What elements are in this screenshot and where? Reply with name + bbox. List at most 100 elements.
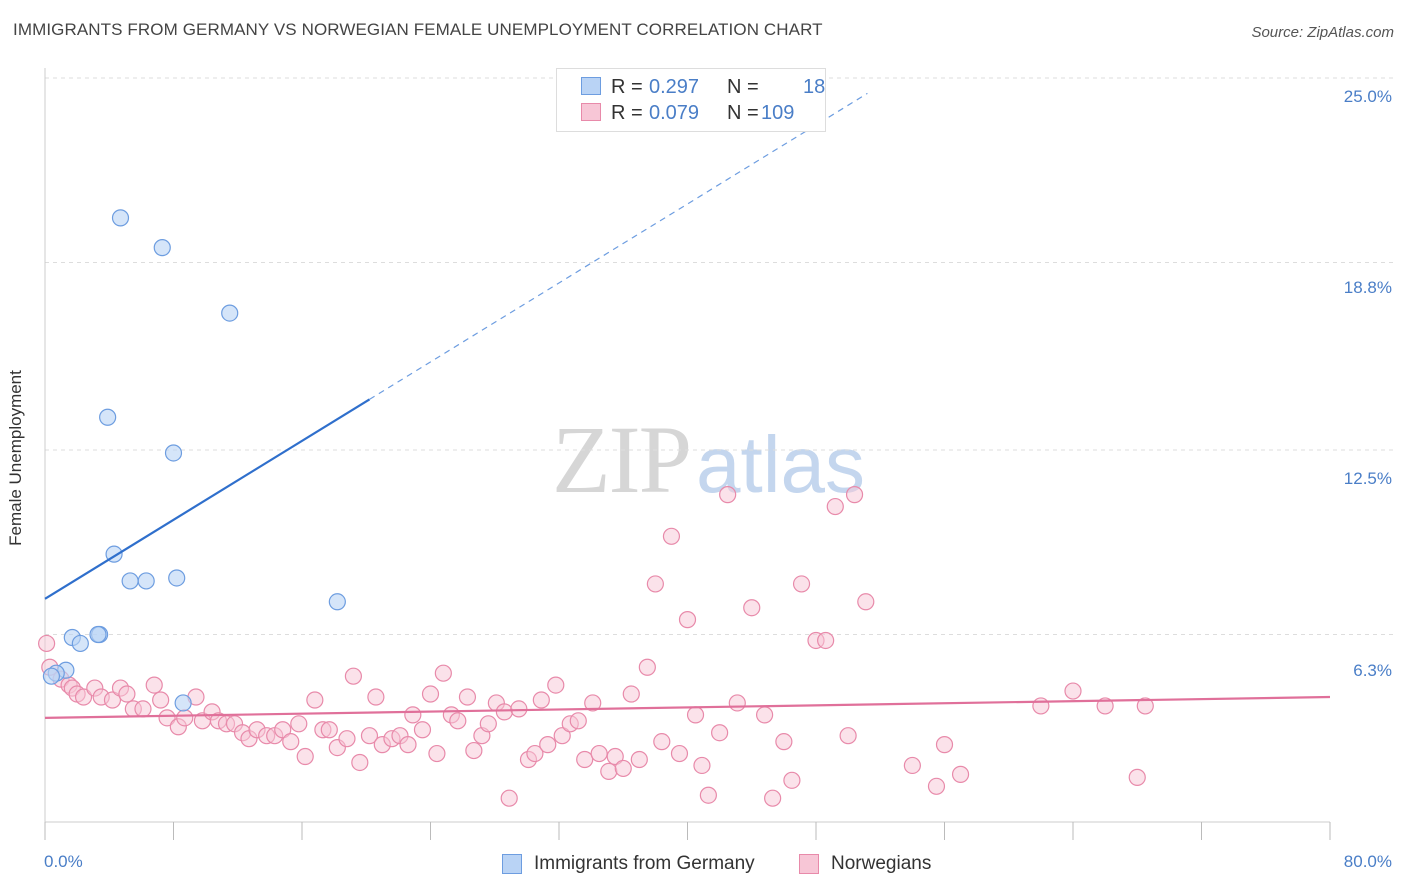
germany-point-8: [168, 569, 186, 587]
blue-swatch: [502, 854, 522, 874]
y-axis-label: Female Unemployment: [6, 370, 25, 546]
norwegians-point-86: [699, 786, 717, 804]
r-label: R =: [611, 76, 643, 98]
watermark-zip: ZIP: [552, 406, 692, 513]
germany-trend-line-dashed: [369, 92, 868, 400]
norwegians-point-83: [678, 611, 697, 629]
norwegians-point-16: [158, 709, 176, 727]
germany-point-0: [111, 209, 130, 227]
norwegians-point-109: [1128, 768, 1146, 786]
norwegians-point-82: [670, 744, 689, 763]
legend-label-germany: Immigrants from Germany: [534, 853, 755, 874]
germany-point-4: [164, 444, 183, 462]
zipatlas-watermark: ZIPatlas: [552, 404, 865, 515]
r-value: 0.079: [649, 102, 700, 124]
norwegians-point-54: [458, 688, 477, 706]
norwegians-trend-line: [44, 695, 1331, 719]
norwegians-point-34: [306, 691, 324, 709]
germany-point-6: [121, 572, 139, 590]
norwegians-point-64: [532, 691, 550, 709]
norwegians-point-78: [638, 658, 656, 676]
germany-point-7: [137, 572, 155, 590]
x-tick-min: 0.0%: [44, 852, 83, 871]
norwegians-point-31: [282, 733, 300, 751]
y-tick-12-5: 12.5%: [1343, 469, 1392, 488]
series-legend: Immigrants from Germany Norwegians: [0, 852, 1406, 878]
norwegians-point-72: [590, 744, 608, 763]
germany-point-1: [153, 239, 171, 257]
norwegians-point-13: [134, 700, 152, 718]
norwegians-point-59: [495, 703, 513, 721]
axis-layer: [44, 68, 1331, 840]
norwegians-point-88: [719, 486, 737, 504]
norwegians-point-107: [1064, 682, 1082, 700]
norwegians-point-102: [903, 756, 921, 775]
n-value: 109: [761, 102, 795, 124]
norwegians-point-46: [399, 736, 417, 754]
norwegians-point-81: [662, 527, 681, 545]
norwegians-point-51: [434, 664, 452, 682]
blue-swatch: [581, 77, 601, 95]
chart-title: IMMIGRANTS FROM GERMANY VS NORWEGIAN FEM…: [13, 20, 823, 39]
norwegians-point-94: [783, 771, 801, 789]
norwegians-point-48: [413, 721, 432, 739]
pink-swatch: [581, 103, 601, 121]
norwegians-point-77: [630, 750, 648, 769]
germany-points: [42, 209, 346, 712]
norwegians-point-106: [1032, 697, 1050, 715]
germany-point-9: [328, 593, 346, 611]
germany-point-3: [99, 408, 117, 426]
norwegians-point-99: [839, 727, 857, 745]
norwegians-point-67: [553, 727, 571, 745]
norwegians-point-39: [344, 667, 362, 685]
norwegians-point-89: [728, 694, 746, 712]
norwegians-point-55: [465, 741, 483, 760]
norwegians-point-66: [547, 676, 565, 694]
germany-point-13: [89, 625, 107, 644]
norwegians-point-108: [1096, 697, 1114, 715]
norwegians-point-47: [404, 706, 422, 724]
norwegians-point-103: [927, 777, 946, 795]
germany-trend: [44, 92, 868, 600]
n-label: N =: [727, 76, 759, 98]
norwegians-point-53: [449, 712, 467, 730]
pink-swatch: [799, 854, 819, 874]
norwegians-point-30: [274, 721, 292, 739]
norwegians-point-18: [176, 709, 194, 727]
stats-legend: R = 0.297 N = 18 R = 0.079 N = 109: [556, 68, 826, 132]
norwegians-point-97: [817, 631, 835, 650]
r-value: 0.297: [649, 76, 700, 98]
legend-label-norwegians: Norwegians: [831, 853, 932, 874]
norwegians-point-98: [826, 497, 844, 516]
norwegians-point-33: [296, 747, 314, 766]
norwegians-point-93: [775, 733, 793, 751]
y-tick-18-8: 18.8%: [1343, 278, 1392, 297]
norwegians-point-71: [584, 694, 602, 712]
norwegians-point-100: [845, 486, 864, 504]
norwegians-point-84: [686, 706, 705, 724]
norwegians-point-50: [428, 744, 446, 763]
y-tick-25-0: 25.0%: [1343, 87, 1392, 106]
norwegians-point-87: [711, 724, 729, 742]
norwegians-point-49: [421, 685, 440, 703]
norwegians-point-90: [743, 599, 761, 617]
norwegians-point-9: [103, 691, 122, 709]
norwegians-point-0: [38, 634, 56, 653]
x-tick-max: 80.0%: [1343, 852, 1392, 871]
norwegians-point-61: [510, 700, 528, 718]
germany-point-16: [174, 694, 192, 712]
n-value: 18: [803, 76, 826, 98]
norwegians-point-63: [526, 744, 544, 763]
norwegians-point-70: [576, 750, 594, 769]
germany-point-12: [71, 634, 89, 653]
norwegians-point-73: [600, 762, 618, 781]
norwegians-point-40: [351, 753, 369, 772]
norwegians-point-79: [646, 575, 664, 593]
norwegians-point-101: [857, 593, 875, 611]
norwegians-point-95: [792, 575, 811, 593]
norwegians-point-6: [74, 688, 93, 706]
n-label: N =: [727, 102, 759, 124]
norwegians-point-32: [290, 715, 308, 733]
